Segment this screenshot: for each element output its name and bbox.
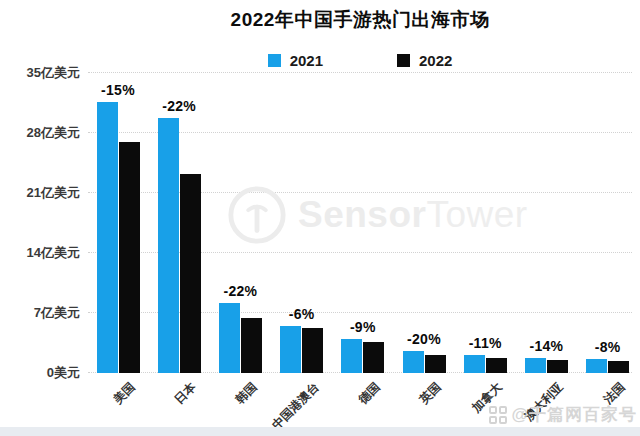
y-axis-tick-label: 14亿美元	[0, 245, 80, 261]
bar-2022-美国	[119, 142, 140, 373]
gridline	[88, 72, 632, 73]
x-axis-category-label: 日本	[171, 379, 200, 408]
bar-change-label: -20%	[392, 331, 456, 347]
bar-change-label: -15%	[86, 82, 150, 98]
bar-2022-中国港澳台	[302, 328, 323, 373]
y-axis-tick-label: 28亿美元	[0, 125, 80, 141]
bar-change-label: -22%	[147, 98, 211, 114]
bottom-edge-strip	[0, 427, 640, 436]
bar-change-label: -22%	[208, 283, 272, 299]
bar-2022-日本	[180, 174, 201, 373]
bar-2021-中国港澳台	[280, 326, 301, 373]
bar-2021-英国	[403, 351, 424, 373]
plot-area: 35亿美元28亿美元21亿美元14亿美元7亿美元0美元-15%美国-22%日本-…	[88, 73, 632, 373]
bar-2022-德国	[363, 342, 384, 373]
y-axis-tick-label: 7亿美元	[0, 305, 80, 321]
y-axis-tick-label: 35亿美元	[0, 65, 80, 81]
bar-2021-日本	[158, 118, 179, 373]
bar-2022-澳大利亚	[547, 360, 568, 373]
bar-2021-美国	[97, 102, 118, 373]
x-axis-category-label: 德国	[355, 379, 384, 408]
bar-2022-英国	[425, 355, 446, 373]
legend-label-2022: 2022	[419, 52, 452, 69]
bar-2021-德国	[341, 339, 362, 373]
baijiahao-watermark: @千篇网百家号	[489, 403, 637, 426]
bar-2022-韩国	[241, 318, 262, 373]
x-axis-category-label: 中国港澳台	[268, 379, 322, 433]
baijiahao-watermark-text: @千篇网百家号	[511, 403, 637, 426]
x-axis-category-label: 韩国	[232, 379, 261, 408]
bar-2021-法国	[586, 359, 607, 373]
legend-item-2021: 2021	[268, 52, 323, 69]
bar-2022-法国	[608, 361, 629, 373]
legend-swatch-2021-icon	[268, 54, 281, 67]
legend-item-2022: 2022	[397, 52, 452, 69]
legend-swatch-2022-icon	[397, 54, 410, 67]
legend-label-2021: 2021	[290, 52, 323, 69]
bar-change-label: -9%	[331, 319, 395, 335]
baijiahao-logo-icon	[489, 406, 507, 424]
x-axis-category-label: 英国	[416, 379, 445, 408]
bar-change-label: -14%	[514, 338, 578, 354]
bar-change-label: -8%	[576, 339, 640, 355]
y-axis-tick-label: 0美元	[0, 365, 80, 381]
bar-change-label: -6%	[270, 306, 334, 322]
bar-2022-加拿大	[486, 358, 507, 373]
y-axis-tick-label: 21亿美元	[0, 185, 80, 201]
bar-change-label: -11%	[453, 335, 517, 351]
bar-2021-加拿大	[464, 355, 485, 373]
chart-legend: 2021 2022	[88, 51, 632, 69]
bar-2021-澳大利亚	[525, 358, 546, 373]
chart-title: 2022年中国手游热门出海市场	[88, 7, 632, 33]
bar-2021-韩国	[219, 303, 240, 373]
x-axis-category-label: 美国	[110, 379, 139, 408]
